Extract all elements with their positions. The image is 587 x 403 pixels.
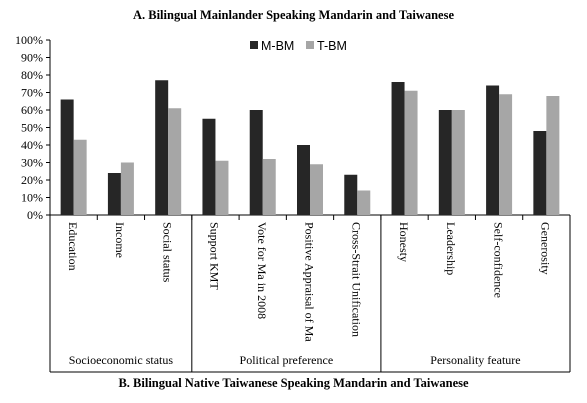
y-tick-label: 50% bbox=[21, 121, 43, 135]
legend-swatch-m-bm bbox=[250, 41, 258, 49]
category-label: Social status bbox=[160, 222, 174, 283]
bar-t-bm bbox=[73, 139, 87, 215]
category-label: Honesty bbox=[397, 222, 411, 262]
bar-t-bm bbox=[262, 159, 276, 215]
next-chart-title: B. Bilingual Native Taiwanese Speaking M… bbox=[118, 376, 469, 390]
y-tick-label: 90% bbox=[21, 51, 43, 65]
y-tick-label: 40% bbox=[21, 138, 43, 152]
chart-title: A. Bilingual Mainlander Speaking Mandari… bbox=[132, 8, 455, 22]
y-tick-label: 0% bbox=[27, 208, 43, 222]
legend-label-t-bm: T-BM bbox=[317, 39, 347, 53]
y-tick-label: 10% bbox=[21, 191, 43, 205]
bar-t-bm bbox=[120, 162, 134, 215]
legend: M-BM T-BM bbox=[250, 39, 347, 53]
group-label: Socioeconomic status bbox=[69, 353, 174, 367]
bar-t-bm bbox=[168, 108, 182, 215]
bar-t-bm bbox=[546, 96, 560, 215]
bar-m-bm bbox=[486, 85, 500, 215]
category-label: Education bbox=[66, 222, 80, 271]
y-tick-label: 70% bbox=[21, 86, 43, 100]
bar-m-bm bbox=[155, 80, 169, 215]
legend-label-m-bm: M-BM bbox=[261, 39, 294, 53]
bar-m-bm bbox=[60, 99, 74, 215]
category-label: Vote for Ma in 2008 bbox=[255, 222, 269, 319]
y-tick-label: 20% bbox=[21, 173, 43, 187]
bar-m-bm bbox=[391, 82, 405, 215]
y-tick-label: 60% bbox=[21, 103, 43, 117]
category-label: Positive Appraisal of Ma bbox=[302, 222, 316, 342]
bar-t-bm bbox=[357, 190, 371, 215]
legend-swatch-t-bm bbox=[306, 41, 314, 49]
bar-t-bm bbox=[310, 164, 323, 215]
group-label: Political preference bbox=[240, 353, 334, 367]
category-label: Income bbox=[113, 222, 127, 258]
bar-t-bm bbox=[451, 110, 465, 215]
bar-m-bm bbox=[533, 131, 547, 215]
category-label: Generosity bbox=[539, 222, 553, 275]
bars bbox=[60, 80, 560, 215]
category-label: Cross-Strait Unification bbox=[350, 222, 364, 337]
category-label: Support KMT bbox=[208, 222, 222, 290]
bar-m-bm bbox=[107, 173, 121, 215]
category-label: Self-confidence bbox=[491, 222, 505, 298]
y-tick-label: 100% bbox=[15, 33, 43, 47]
category-label: Leadership bbox=[444, 222, 458, 275]
group-label: Personality feature bbox=[430, 353, 520, 367]
category-labels: Socioeconomic status Political preference… bbox=[66, 222, 553, 367]
bar-m-bm bbox=[249, 110, 263, 215]
y-tick-label: 30% bbox=[21, 156, 43, 170]
bar-m-bm bbox=[202, 118, 216, 215]
y-tick-label: 80% bbox=[21, 68, 43, 82]
bar-t-bm bbox=[499, 94, 513, 215]
bar-t-bm bbox=[215, 160, 229, 215]
bar-m-bm bbox=[344, 174, 358, 215]
bar-m-bm bbox=[297, 145, 310, 215]
bar-t-bm bbox=[404, 90, 418, 215]
bar-m-bm bbox=[438, 110, 452, 215]
